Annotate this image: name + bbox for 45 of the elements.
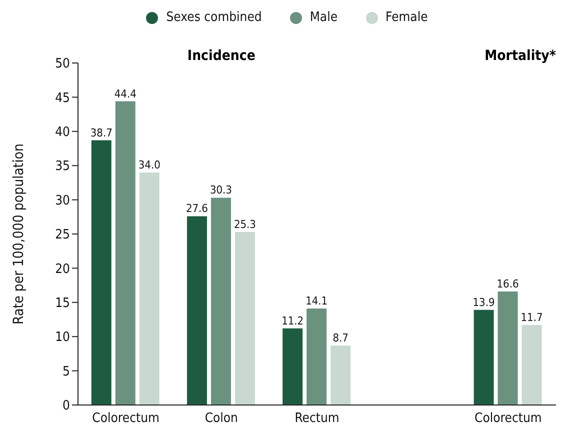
y-tick-label: 0 <box>62 398 70 414</box>
y-tick-label: 5 <box>62 364 70 380</box>
y-tick-label: 20 <box>55 262 70 277</box>
legend-label: Male <box>308 10 338 25</box>
bar <box>186 216 207 405</box>
y-tick-label: 15 <box>55 296 70 312</box>
bar <box>498 291 518 405</box>
y-axis-title: Rate per 100,000 population <box>10 144 27 324</box>
data-label: 13.9 <box>472 296 495 309</box>
bar <box>282 328 303 405</box>
annotation: Mortality* <box>484 48 556 64</box>
legend-label: Sexes combined <box>165 10 262 25</box>
bar <box>474 310 494 405</box>
annotation: Incidence <box>186 48 256 64</box>
bar <box>234 232 255 405</box>
data-label: 25.3 <box>234 218 256 231</box>
data-label: 27.6 <box>186 202 208 216</box>
bar <box>522 324 542 405</box>
x-tick-label: Rectum <box>294 411 340 426</box>
y-tick-label: 40 <box>55 125 70 140</box>
data-label: 8.7 <box>332 331 348 344</box>
bar <box>306 308 327 405</box>
data-label: 34.0 <box>138 158 160 172</box>
x-tick-label: Colorectum <box>474 411 542 426</box>
y-tick-label: 30 <box>55 193 70 208</box>
bar <box>210 198 231 405</box>
data-label: 14.1 <box>306 294 328 308</box>
data-label: 16.6 <box>496 277 519 290</box>
y-tick-label: 10 <box>55 330 70 346</box>
data-label: 38.7 <box>90 126 112 140</box>
legend-label: Female <box>384 10 428 25</box>
data-label: 11.2 <box>282 314 304 328</box>
bar <box>330 345 351 405</box>
y-tick-label: 35 <box>55 159 70 174</box>
data-label: 44.4 <box>114 87 136 100</box>
y-tick-label: 25 <box>55 228 70 243</box>
bar <box>139 172 160 405</box>
data-label: 30.3 <box>210 184 232 197</box>
x-tick-label: Colon <box>204 411 238 426</box>
data-label: 11.7 <box>520 310 543 324</box>
y-tick-label: 45 <box>55 90 70 106</box>
bar <box>115 101 136 405</box>
y-tick-label: 50 <box>55 56 70 72</box>
x-tick-label: Colorectum <box>92 411 160 426</box>
bar <box>91 140 112 405</box>
